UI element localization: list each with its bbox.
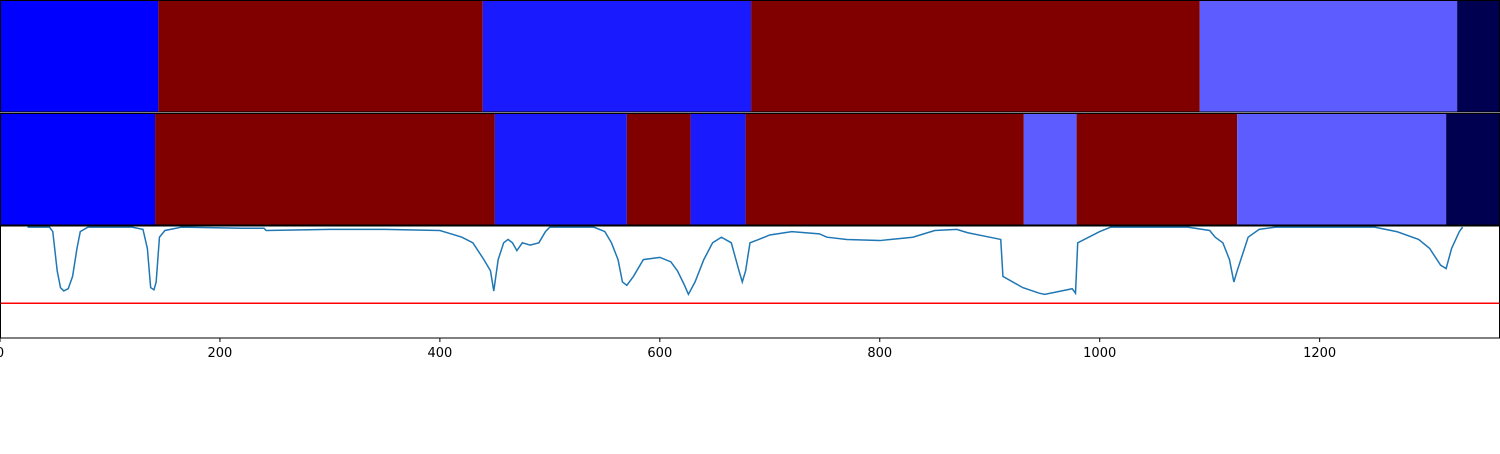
segment (0, 113, 156, 226)
segment (158, 0, 483, 113)
segment (751, 0, 1200, 113)
segment (1457, 0, 1500, 113)
segment (1199, 0, 1458, 113)
segment (1076, 113, 1238, 226)
segment (482, 0, 752, 113)
x-tick-label: 0 (0, 346, 4, 361)
segment (494, 113, 627, 226)
line (27, 226, 1464, 297)
x-tick-label: 1000 (1083, 346, 1116, 361)
segment (0, 0, 159, 113)
x-tick-label: 200 (208, 346, 233, 361)
segment (1237, 113, 1447, 226)
x-tick-label: 600 (647, 346, 672, 361)
segment (155, 113, 495, 226)
segment (626, 113, 691, 226)
segment (690, 113, 746, 226)
x-tick-label: 1200 (1303, 346, 1336, 361)
segment (1446, 113, 1500, 226)
x-tick-label: 800 (867, 346, 892, 361)
segment (745, 113, 1024, 226)
segment (1023, 113, 1077, 226)
x-tick-label: 400 (427, 346, 452, 361)
